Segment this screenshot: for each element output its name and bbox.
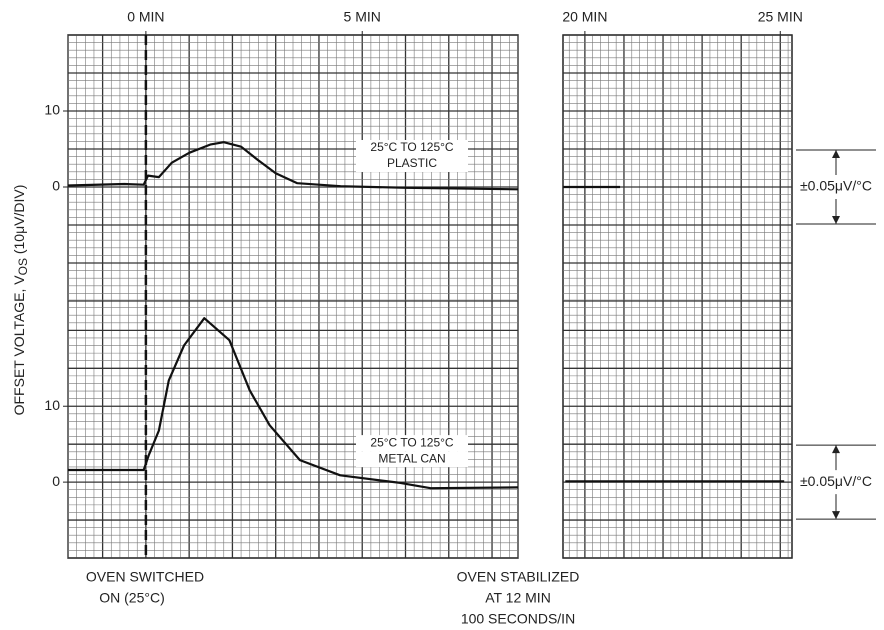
- annotation: ±0.05μV/°C: [800, 178, 872, 194]
- x-tick-label: 5 MIN: [344, 9, 381, 25]
- x-tick-label: 25 MIN: [758, 9, 803, 25]
- chart-paper: [562, 34, 793, 559]
- note: AT 12 MIN: [485, 590, 551, 606]
- x-tick-label: 20 MIN: [562, 9, 607, 25]
- label-bg: [356, 156, 468, 172]
- arrow: [832, 445, 840, 520]
- series-label: 25°C TO 125°C: [370, 140, 454, 154]
- note: OVEN SWITCHED: [86, 569, 204, 585]
- trace: [68, 317, 519, 490]
- y-tick-label: 10: [44, 397, 60, 413]
- note: ON (25°C): [99, 590, 165, 606]
- y-axis-label: OFFSET VOLTAGE, VOS (10μV/DIV): [11, 185, 30, 416]
- arrow: [832, 150, 840, 224]
- y-label-part: (10μV/DIV): [11, 185, 27, 258]
- y-label-part: OFFSET VOLTAGE, V: [11, 275, 27, 416]
- y-label-sub: OS: [16, 258, 30, 275]
- note: 100 SECONDS/IN: [461, 611, 575, 627]
- note: OVEN STABILIZED: [457, 569, 580, 585]
- y-tick-label: 0: [52, 473, 60, 489]
- series-label: PLASTIC: [387, 156, 437, 170]
- series-label: 25°C TO 125°C: [370, 435, 454, 449]
- annotation: ±0.05μV/°C: [800, 473, 872, 489]
- label-bg: [356, 140, 468, 156]
- series-label: METAL CAN: [378, 451, 445, 465]
- y-tick-label: 10: [44, 102, 60, 118]
- y-tick-label: 0: [52, 178, 60, 194]
- x-tick-label: 0 MIN: [127, 9, 164, 25]
- trace: [67, 141, 519, 191]
- label-bg: [356, 435, 468, 452]
- label-bg: [356, 451, 468, 468]
